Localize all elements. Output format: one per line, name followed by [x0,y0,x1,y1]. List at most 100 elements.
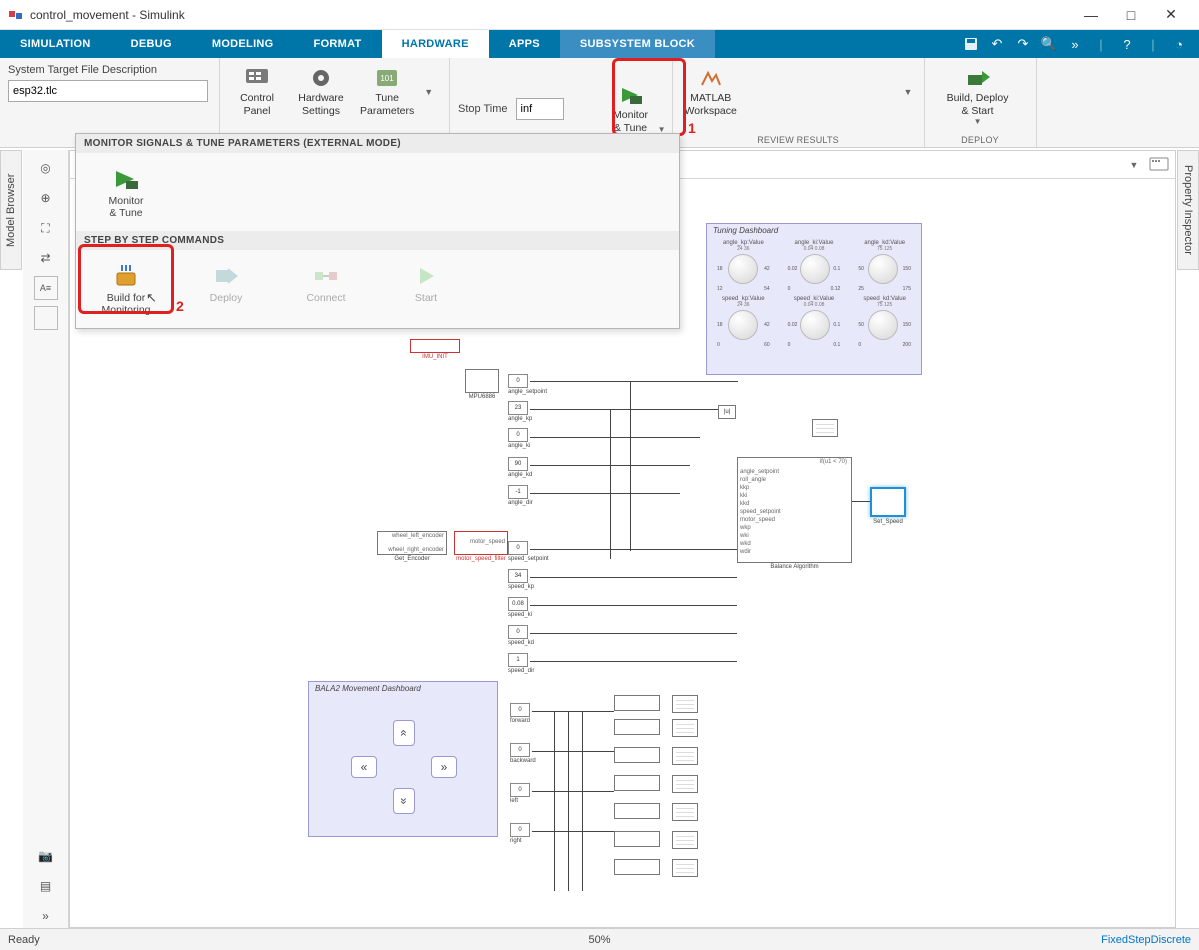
const-angle_dir[interactable]: -1 [508,485,528,499]
small-block[interactable] [614,747,660,763]
control-panel-button[interactable]: Control Panel [228,64,286,119]
scope-block[interactable] [672,859,698,877]
tab-modeling[interactable]: MODELING [192,30,294,58]
small-block[interactable] [614,775,660,791]
dd-monitor-tune-item[interactable]: Monitor & Tune [86,161,166,223]
info-icon[interactable]: ◔ [1169,34,1189,54]
scope-block[interactable] [672,803,698,821]
abs-block[interactable]: |u| [718,405,736,419]
explorer-target-icon[interactable]: ◎ [34,156,58,180]
const-speed_setpoint[interactable]: 0 [508,541,528,555]
balance-algorithm-block[interactable]: if(u1 < 70) angle_setpointroll_anglekkpk… [737,457,852,563]
tab-apps[interactable]: APPS [489,30,560,58]
matlab-workspace-button[interactable]: MATLAB Workspace [681,64,741,119]
small-block[interactable] [614,695,660,711]
scope-block[interactable] [672,747,698,765]
stop-time-input[interactable] [516,98,564,120]
mpu-block[interactable] [465,369,499,393]
small-block[interactable] [614,719,660,735]
dash-down-button[interactable]: » [393,788,415,814]
redo-icon[interactable]: ↷ [1013,34,1033,54]
tab-subsystem-block[interactable]: SUBSYSTEM BLOCK [560,30,715,58]
const-speed_kd[interactable]: 0 [508,625,528,639]
explorer-zoom-icon[interactable]: ⊕ [34,186,58,210]
tune-parameters-button[interactable]: 101 Tune Parameters [356,64,418,119]
scope-block[interactable] [672,775,698,793]
explorer-annotate-icon[interactable]: A≡ [34,276,58,300]
search-icon[interactable]: 🔍 [1039,34,1059,54]
status-zoom[interactable]: 50% [588,934,610,946]
model-browser-tab[interactable]: Model Browser [0,150,22,270]
more-icon[interactable]: » [1065,34,1085,54]
keyboard-icon[interactable] [1149,157,1169,173]
deploy-group-label: DEPLOY [933,135,1028,145]
const-speed_kp[interactable]: 34 [508,569,528,583]
knob-speed_kp:Value[interactable]: speed_kp:Value 24 36 18 42 060 [717,296,770,348]
const-speed_dir[interactable]: 1 [508,653,528,667]
monitor-tune-button[interactable]: Monitor & Tune ▼ [598,81,664,136]
const-left[interactable]: 0 [510,783,530,797]
scope-block[interactable] [672,695,698,713]
const-forward[interactable]: 0 [510,703,530,717]
prepare-dropdown-arrow[interactable]: ▼ [424,87,436,97]
dd-build-for-monitoring[interactable]: Build for Monitoring ↖ [86,258,166,320]
imu-init-block[interactable] [410,339,460,353]
dash-up-button[interactable]: « [393,720,415,746]
tab-hardware[interactable]: HARDWARE [382,30,489,58]
knob-angle_kd:Value[interactable]: angle_kd:Value 75 125 50 150 25175 [858,240,911,292]
const-speed_ki[interactable]: 0.08 [508,597,528,611]
scope-block[interactable] [672,831,698,849]
knob-angle_kp:Value[interactable]: angle_kp:Value 24 36 18 42 1254 [717,240,770,292]
set-speed-block[interactable] [870,487,906,517]
wire [530,661,737,662]
knob-speed_kd:Value[interactable]: speed_kd:Value 75 125 50 150 0200 [858,296,911,348]
scope-block[interactable] [812,419,838,437]
small-block[interactable] [614,859,660,875]
const-angle_kp[interactable]: 23 [508,401,528,415]
knob-speed_ki:Value[interactable]: speed_ki:Value 0.04 0.08 0.02 0.1 00.1 [788,296,841,348]
small-block[interactable] [614,803,660,819]
explorer-fit-icon[interactable]: ⛶ [34,216,58,240]
dd-start[interactable]: Start [386,258,466,320]
const-angle_kd[interactable]: 90 [508,457,528,471]
status-solver[interactable]: FixedStepDiscrete [1101,934,1191,946]
dash-right-button[interactable]: » [431,756,457,778]
dash-left-button[interactable]: « [351,756,377,778]
explorer-camera-icon[interactable]: 📷 [34,844,58,868]
dd-connect[interactable]: Connect [286,258,366,320]
get-encoder-block[interactable]: wheel_left_encoder wheel_right_encoder [377,531,447,555]
motor-speed-port: motor_speed [470,539,505,545]
knob-angle_ki:Value[interactable]: angle_ki:Value 0.04 0.08 0.02 0.1 00.12 [788,240,841,292]
small-block[interactable] [614,831,660,847]
ribbon-tabs: SIMULATION DEBUG MODELING FORMAT HARDWAR… [0,30,1199,58]
port-roll_angle: roll_angle [740,476,781,484]
minimize-button[interactable]: — [1071,1,1111,29]
tab-debug[interactable]: DEBUG [111,30,192,58]
motor-speed-filter-block[interactable]: motor_speed [454,531,508,555]
tab-format[interactable]: FORMAT [294,30,382,58]
nav-dropdown-arrow[interactable]: ▼ [1123,154,1145,176]
const-angle_ki[interactable]: 0 [508,428,528,442]
const-right[interactable]: 0 [510,823,530,837]
explorer-expand-icon[interactable]: » [34,904,58,928]
explorer-swap-icon[interactable]: ⇄ [34,246,58,270]
explorer-area-icon[interactable] [34,306,58,330]
target-file-input[interactable] [8,80,208,102]
help-icon[interactable]: ? [1117,34,1137,54]
property-inspector-tab[interactable]: Property Inspector [1177,150,1199,270]
close-button[interactable]: ✕ [1151,1,1191,29]
build-deploy-start-button[interactable]: Build, Deploy & Start ▼ [933,64,1023,129]
scope-block[interactable] [672,719,698,737]
maximize-button[interactable]: □ [1111,1,1151,29]
review-dropdown-arrow[interactable]: ▼ [904,87,916,97]
explorer-list-icon[interactable]: ▤ [34,874,58,898]
undo-icon[interactable]: ↶ [987,34,1007,54]
hardware-settings-button[interactable]: Hardware Settings [292,64,350,119]
save-icon[interactable] [961,34,981,54]
wire [582,711,583,891]
dd-deploy[interactable]: Deploy [186,258,266,320]
const-backward[interactable]: 0 [510,743,530,757]
separator: | [1091,34,1111,54]
tab-simulation[interactable]: SIMULATION [0,30,111,58]
const-angle_setpoint[interactable]: 0 [508,374,528,388]
